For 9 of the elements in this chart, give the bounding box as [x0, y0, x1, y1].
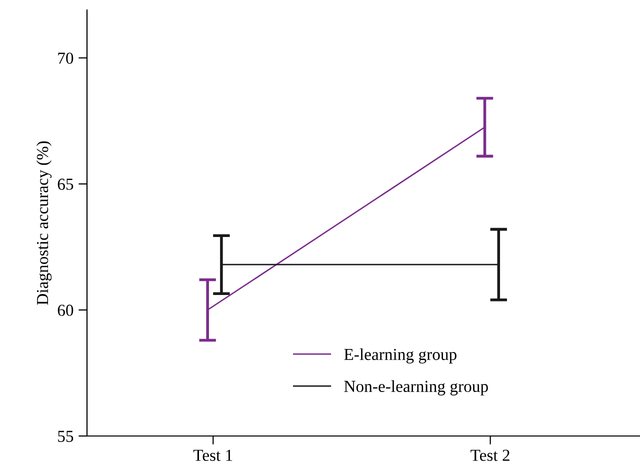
- x-tick-label: Test 2: [470, 450, 510, 461]
- y-tick-label: 60: [58, 304, 74, 316]
- y-tick-label: 70: [58, 52, 74, 64]
- y-tick-label: 65: [58, 178, 74, 190]
- y-axis-title: Diagnostic accuracy (%): [36, 141, 52, 305]
- x-tick-label: Test 1: [193, 450, 232, 461]
- legend-label: Non-e-learning group: [344, 380, 488, 396]
- y-tick-label: 55: [58, 430, 74, 442]
- legend-label: E-learning group: [344, 348, 456, 364]
